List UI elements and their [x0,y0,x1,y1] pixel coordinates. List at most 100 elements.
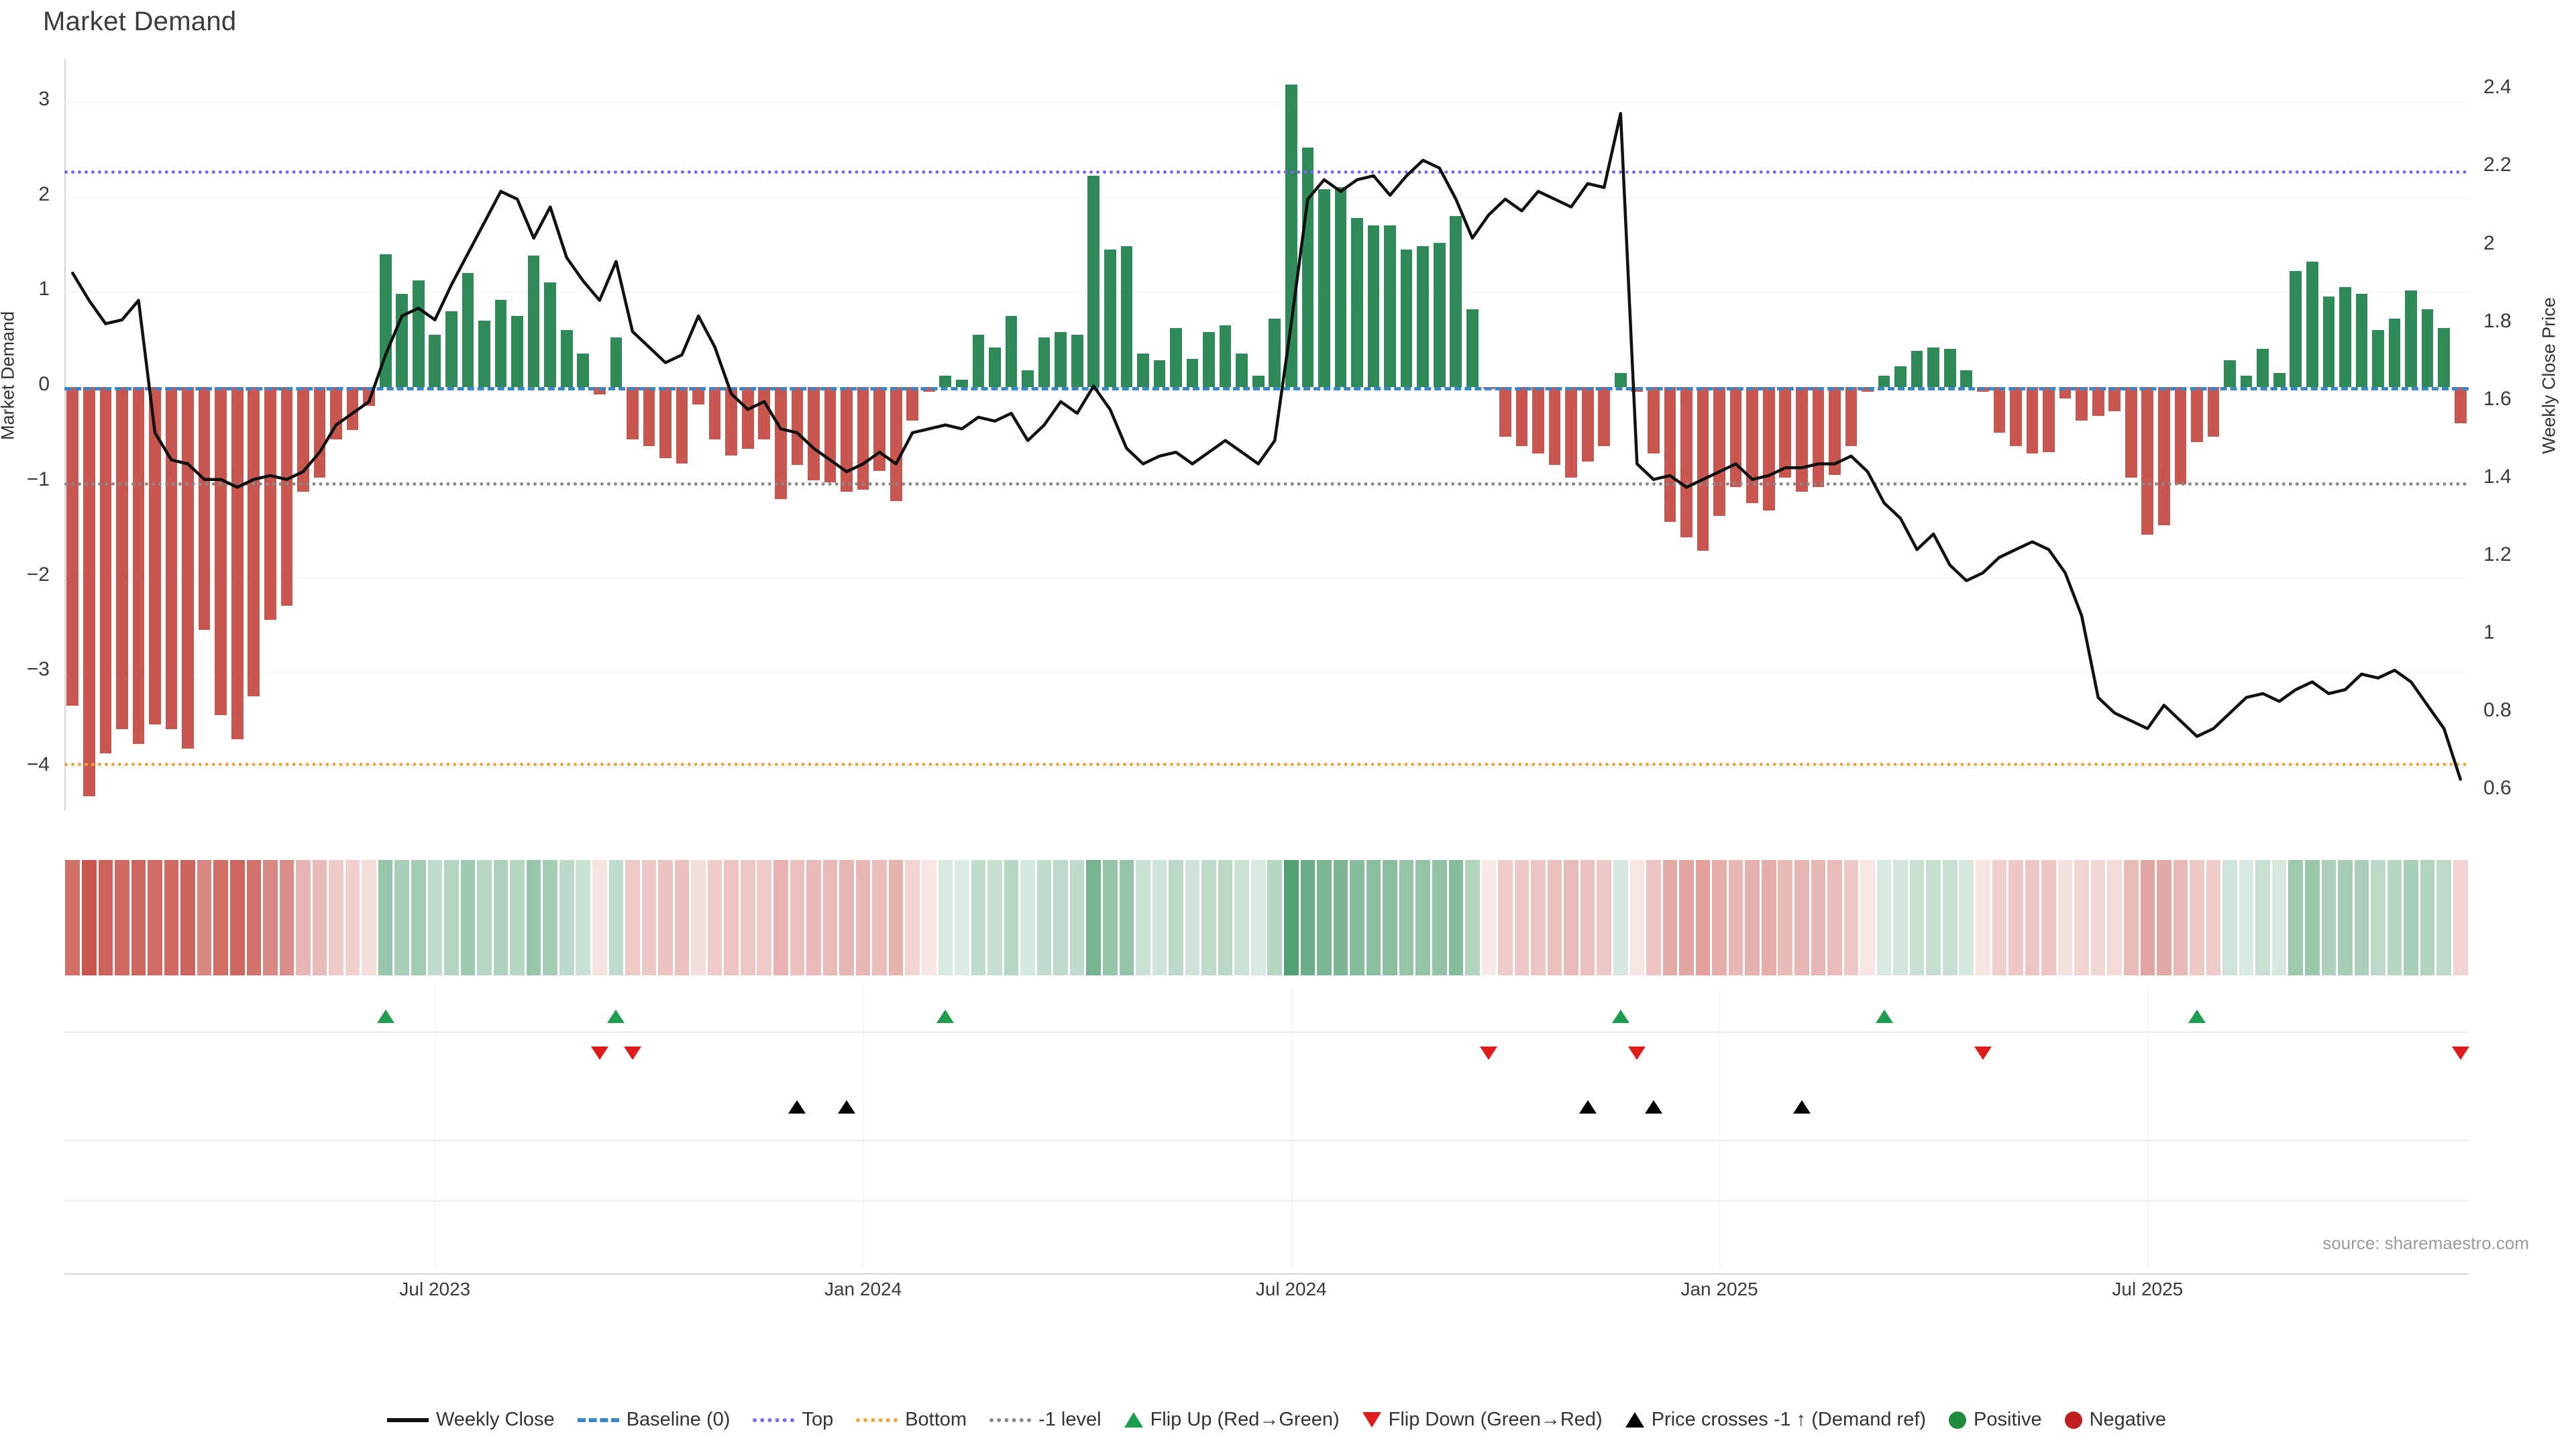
demand-bar-positive [511,315,523,388]
demand-bar-negative [1829,387,1841,475]
legend-item[interactable]: Flip Up (Red→Green) [1124,1409,1340,1431]
heatmap-cell [1976,860,1990,975]
demand-bar-positive [1269,319,1281,388]
legend-item[interactable]: Flip Down (Green→Red) [1362,1409,1603,1431]
legend-item[interactable]: Top [753,1409,833,1431]
heatmap-cell [1597,860,1612,975]
heatmap-cell [658,860,673,975]
heatmap-cell [1448,860,1464,975]
legend-item[interactable]: Price crosses -1 ↑ (Demand ref) [1625,1409,1926,1431]
y-axis-right-tick: 1.8 [2483,309,2512,332]
flip-up-marker [607,1010,625,1023]
demand-bar-positive [412,280,425,388]
x-axis-spine [64,1273,2469,1275]
legend-item[interactable]: -1 level [989,1409,1102,1431]
demand-bar-negative [758,387,771,440]
demand-bar-positive [2438,328,2450,388]
price-cross-marker [1792,1100,1811,1114]
flip-down-marker [2451,1046,2469,1060]
demand-bar-positive [1450,215,1462,388]
demand-bar-positive [2273,372,2286,388]
plot-area [64,59,2469,810]
demand-bar-negative [2108,387,2121,411]
demand-bar-positive [1334,187,1347,388]
heatmap-cell [2074,860,2089,975]
heatmap-cell [1679,860,1694,975]
heatmap-cell [1695,860,1711,975]
price-cross-marker [1578,1100,1597,1114]
y-axis-right-tick: 2.2 [2483,154,2512,176]
demand-bar-positive [1400,249,1413,388]
legend-item[interactable]: Bottom [856,1409,967,1431]
demand-bar-negative [1648,387,1660,454]
heatmap-cell [131,860,146,975]
demand-bar-positive [1927,347,1940,388]
page-title: Market Demand [43,7,237,36]
heatmap-cell [839,860,854,975]
heatmap-cell [2255,860,2270,975]
demand-bar-positive [1614,372,1627,388]
reference-line-top [64,170,2469,174]
y-axis-spine [64,59,66,810]
weekly-close-line-icon [386,1417,429,1422]
demand-bar-positive [494,299,507,388]
demand-bar-negative [808,387,820,481]
heatmap-cell [625,860,640,975]
demand-bar-positive [2405,290,2417,388]
heatmap-cell [1926,860,1941,975]
legend-item[interactable]: Negative [2064,1409,2166,1431]
heatmap-cell [1778,860,1793,975]
flip-down-marker [1974,1046,1992,1060]
heatmap-cell [1415,860,1430,975]
heatmap-cell [82,860,97,975]
y-axis-left-tick: −4 [26,753,50,776]
heatmap-cell [2321,860,2337,975]
demand-bar-positive [379,254,392,388]
legend-item[interactable]: Baseline (0) [577,1409,731,1431]
demand-bar-negative [791,387,804,466]
demand-bar-positive [1137,354,1149,388]
legend-label: Price crosses -1 ↑ (Demand ref) [1651,1409,1927,1430]
demand-bar-negative [1812,387,1825,487]
heatmap-cell [1201,860,1216,975]
heatmap-cell [1942,860,1957,975]
y-axis-right-tick: 2 [2483,231,2495,254]
heatmap-cell [888,860,904,975]
chart-legend: Weekly Close Baseline (0) Top Bottom -1 leve… [0,1409,2576,1431]
demand-bar-negative [215,387,227,716]
legend-label: Baseline (0) [626,1409,731,1430]
heatmap-cell [180,860,195,975]
demand-bar-negative [643,387,655,446]
demand-bar-negative [132,387,145,744]
heatmap-cell [362,860,376,975]
x-axis-tick: Jul 2025 [2112,1279,2184,1299]
demand-bar-negative [1779,387,1792,478]
heatmap-cell [921,860,936,975]
demand-bar-negative [2158,387,2170,525]
heatmap-cell [1481,860,1497,975]
heatmap-cell [1250,860,1266,975]
legend-label: Flip Down (Green→Red) [1388,1409,1603,1430]
x-tick-guide [2147,986,2149,1268]
demand-bar-positive [1038,337,1051,388]
demand-bar-positive [939,376,952,388]
legend-item[interactable]: Positive [1949,1409,2042,1431]
heatmap-cell [1728,860,1743,975]
demand-bar-positive [1433,242,1446,388]
demand-bar-positive [462,272,474,388]
heatmap-cell [1613,860,1628,975]
x-axis-tick: Jul 2023 [399,1279,471,1299]
dotted-line-icon [989,1417,1032,1422]
legend-item[interactable]: Weekly Close [386,1409,555,1431]
heatmap-cell [1547,860,1562,975]
demand-bar-negative [198,387,211,630]
demand-bar-negative [2454,387,2467,423]
demand-bar-negative [1515,387,1528,446]
heatmap-cell [1564,860,1578,975]
heatmap-cell [2222,860,2237,975]
heatmap-cell [1761,860,1776,975]
demand-bar-positive [1153,360,1166,388]
heatmap-cell [2288,860,2304,975]
heatmap-cell [296,860,311,975]
heatmap-cell [2420,860,2435,975]
